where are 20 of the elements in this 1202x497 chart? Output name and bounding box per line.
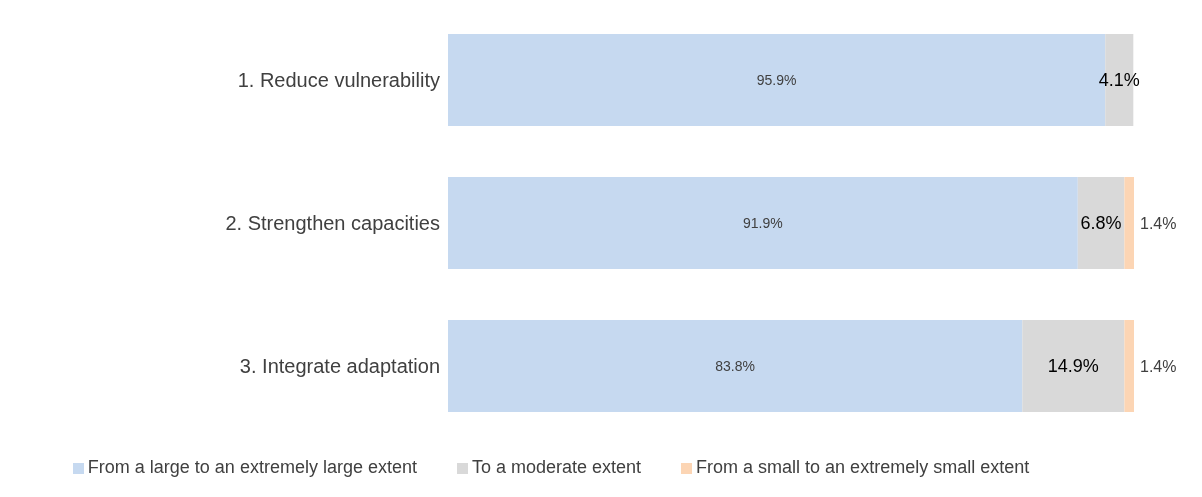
bar [1077,177,1125,269]
data-label: 95.9% [756,71,797,88]
data-label: 6.8% [1080,213,1122,234]
y-tick-label: 1. Reduce vulnerability [237,68,440,91]
y-tick-label: 2. Strengthen capacities [225,211,440,234]
legend-label: To a moderate extent [471,457,642,477]
data-label: 1.4% [1140,214,1177,232]
bar [448,320,1023,412]
data-label: 14.9% [1047,356,1099,377]
data-label: 4.1% [1098,70,1140,91]
data-label: 91.9% [743,214,783,231]
bar [1124,320,1134,412]
bar [1022,320,1125,412]
legend-label: From a small to an extremely small extent [696,457,1030,477]
data-label: 1.4% [1140,357,1177,375]
bar [1124,177,1134,269]
legend-label: From a large to an extremely large extent [87,457,417,477]
y-tick-label: 3. Integrate adaptation [239,354,440,377]
data-label: 83.8% [715,357,755,374]
bar [448,177,1078,269]
